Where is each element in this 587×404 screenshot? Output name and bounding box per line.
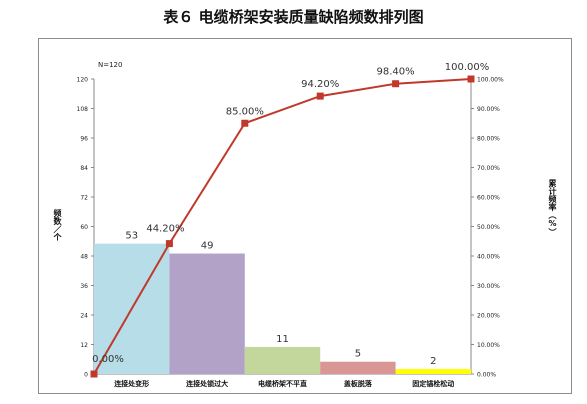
bar — [169, 253, 245, 374]
x-tick-label: 电缆桥架不平直 — [258, 379, 307, 388]
sample-size-annotation: N=120 — [98, 61, 122, 69]
bar — [395, 369, 471, 374]
y-left-tick-label: 0 — [84, 372, 88, 379]
cumulative-point — [241, 119, 249, 127]
cumulative-label: 0.00% — [92, 354, 124, 365]
cumulative-label: 98.40% — [377, 67, 415, 78]
bar-value-label: 53 — [125, 231, 138, 242]
bar-value-label: 5 — [355, 349, 361, 360]
y-left-tick-label: 108 — [77, 106, 89, 113]
x-tick-label: 固定锚栓松动 — [412, 379, 454, 388]
x-tick-label: 连接处变形 — [114, 379, 149, 388]
cumulative-label: 94.20% — [301, 79, 339, 90]
bar-value-label: 49 — [201, 241, 214, 252]
y-right-tick-label: 50.00% — [477, 224, 500, 231]
bar-value-label: 2 — [430, 356, 436, 367]
y-left-tick-label: 120 — [77, 77, 89, 84]
y-axis-left-label: 频数／个 — [53, 209, 62, 241]
y-left-tick-label: 24 — [80, 313, 88, 320]
bar-value-label: 11 — [276, 334, 289, 345]
bar — [244, 346, 321, 374]
y-left-tick-label: 72 — [80, 195, 88, 202]
y-right-tick-label: 30.00% — [477, 283, 500, 290]
y-right-tick-label: 100.00% — [477, 77, 504, 84]
y-right-tick-label: 10.00% — [477, 342, 500, 349]
y-axis-right-label: 累计频率（%） — [548, 179, 557, 236]
y-left-tick-label: 60 — [80, 224, 88, 231]
y-left-tick-label: 36 — [80, 283, 88, 290]
cumulative-point — [467, 75, 475, 83]
pareto-chart: 012243648607284961081200.00%10.00%20.00%… — [77, 61, 504, 388]
y-right-tick-label: 40.00% — [477, 254, 500, 261]
cumulative-label: 44.20% — [146, 224, 184, 235]
y-left-tick-label: 96 — [80, 136, 88, 143]
bar — [320, 361, 396, 374]
y-right-tick-label: 60.00% — [477, 195, 500, 202]
x-tick-label: 盖板脱落 — [344, 379, 373, 388]
cumulative-label: 85.00% — [226, 106, 264, 117]
cumulative-point — [316, 92, 324, 100]
cumulative-point — [165, 240, 173, 248]
y-right-tick-label: 70.00% — [477, 165, 500, 172]
x-tick-label: 连接处锁过大 — [186, 379, 228, 388]
y-left-tick-label: 12 — [80, 342, 88, 349]
cumulative-label: 100.00% — [445, 62, 490, 73]
y-right-tick-label: 0.00% — [477, 372, 496, 379]
cumulative-line — [93, 78, 472, 375]
y-right-tick-label: 90.00% — [477, 106, 500, 113]
y-right-tick-label: 80.00% — [477, 136, 500, 143]
y-left-tick-label: 84 — [80, 165, 88, 172]
chart-title: 表６ 电缆桥架安装质量缺陷频数排列图 — [163, 8, 424, 26]
cumulative-point — [90, 370, 98, 378]
chart-frame: 0 12 24 36 48 60 72 84 96 108 120 0.00% 10.00% 20.00%… — [38, 38, 572, 394]
y-left-tick-label: 48 — [80, 254, 88, 261]
cumulative-point — [392, 80, 400, 88]
y-right-tick-label: 20.00% — [477, 313, 500, 320]
